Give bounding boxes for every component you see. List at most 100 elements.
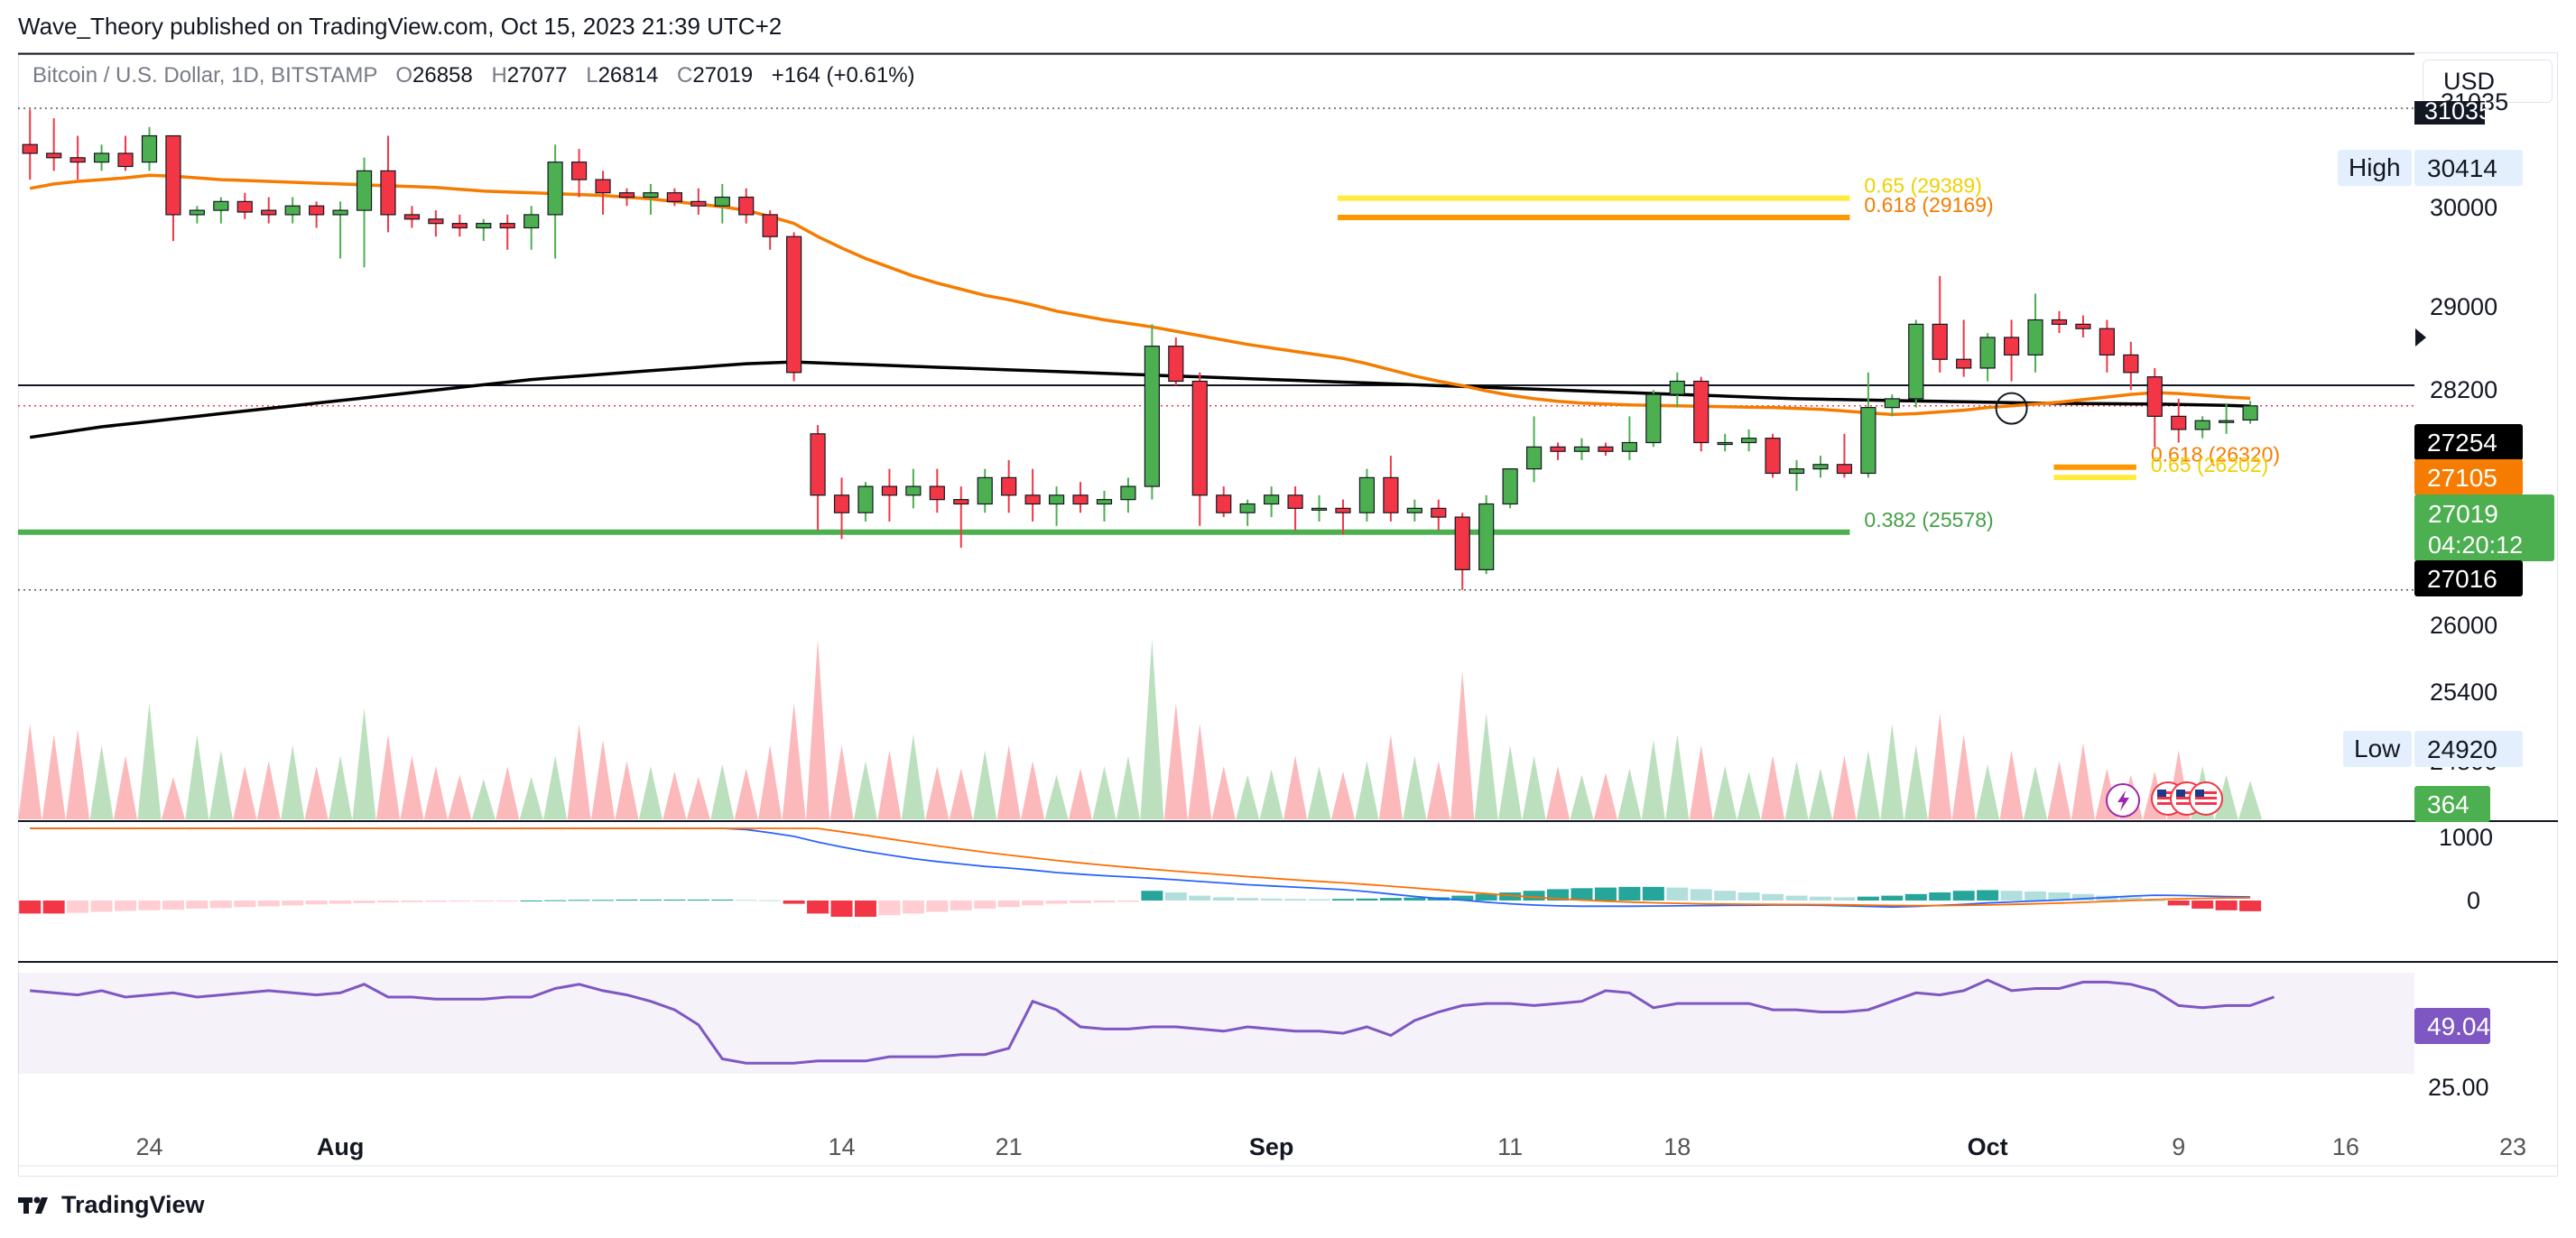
candle-body[interactable]	[1001, 476, 1017, 496]
candle-body[interactable]	[499, 223, 515, 229]
candle-body[interactable]	[953, 499, 969, 505]
candle-body[interactable]	[786, 236, 802, 374]
candle-body[interactable]	[833, 494, 850, 513]
candle-body[interactable]	[403, 214, 421, 220]
candle-body[interactable]	[547, 162, 563, 216]
candle-body[interactable]	[1191, 380, 1208, 496]
candle-body[interactable]	[1669, 380, 1685, 395]
candle-body[interactable]	[1144, 346, 1160, 487]
candle-body[interactable]	[977, 476, 993, 505]
candle-body[interactable]	[1550, 446, 1566, 452]
candle-body[interactable]	[1406, 507, 1422, 513]
candle-body[interactable]	[2027, 319, 2043, 356]
candle-body[interactable]	[666, 192, 682, 202]
candle-body[interactable]	[618, 192, 635, 199]
candle-body[interactable]	[714, 196, 730, 207]
candle-body[interactable]	[1573, 446, 1590, 452]
candle-body[interactable]	[1908, 323, 1924, 400]
candle-body[interactable]	[1860, 407, 1876, 475]
candle-body[interactable]	[1765, 438, 1781, 475]
candle-body[interactable]	[2003, 337, 2020, 356]
candle-body[interactable]	[738, 196, 755, 216]
candle-body[interactable]	[1239, 503, 1256, 513]
candle-body[interactable]	[1836, 464, 1853, 475]
candle-body[interactable]	[2075, 323, 2091, 329]
candle-body[interactable]	[261, 209, 277, 216]
candle-body[interactable]	[1287, 494, 1303, 509]
candle-body[interactable]	[1645, 393, 1662, 444]
candle-body[interactable]	[165, 134, 181, 216]
ma50-line[interactable]	[29, 173, 2251, 417]
candle-body[interactable]	[762, 214, 778, 237]
candle-body[interactable]	[1168, 346, 1184, 383]
candle-body[interactable]	[284, 205, 301, 216]
candle-body[interactable]	[1454, 516, 1470, 570]
candle-body[interactable]	[1932, 323, 1948, 360]
candle-body[interactable]	[690, 200, 707, 207]
candle-body[interactable]	[476, 223, 492, 229]
candle-body[interactable]	[1598, 446, 1614, 452]
symbol-name[interactable]: Bitcoin / U.S. Dollar, 1D, BITSTAMP	[32, 63, 378, 88]
candle-body[interactable]	[1216, 494, 1232, 513]
candle-body[interactable]	[881, 485, 898, 496]
candle-body[interactable]	[929, 485, 945, 501]
candle-body[interactable]	[356, 170, 373, 211]
candle-body[interactable]	[93, 152, 110, 163]
candle-body[interactable]	[1431, 507, 1447, 518]
candle-body[interactable]	[570, 162, 588, 180]
candle-body[interactable]	[117, 152, 134, 168]
candle-body[interactable]	[1979, 337, 1996, 369]
currency-selector[interactable]: USD	[2423, 60, 2553, 103]
candle-body[interactable]	[1621, 441, 1637, 452]
candle-body[interactable]	[1096, 499, 1113, 505]
candle-body[interactable]	[810, 433, 826, 496]
candle-body[interactable]	[1884, 398, 1900, 409]
candle-body[interactable]	[236, 200, 253, 213]
candle-body[interactable]	[1358, 476, 1376, 513]
candle-body[interactable]	[1335, 507, 1351, 513]
candle-body[interactable]	[1788, 468, 1805, 475]
candle-body[interactable]	[1024, 494, 1041, 505]
candle-body[interactable]	[213, 200, 229, 211]
candle-body[interactable]	[1311, 507, 1328, 511]
candle-body[interactable]	[1717, 441, 1733, 446]
candle-body[interactable]	[595, 179, 611, 194]
candle-body[interactable]	[1812, 464, 1829, 470]
candle-body[interactable]	[332, 209, 348, 216]
ma200-line[interactable]	[29, 360, 2251, 439]
candle-body[interactable]	[1048, 494, 1065, 505]
candle-body[interactable]	[857, 485, 874, 513]
candle-body[interactable]	[2146, 376, 2163, 417]
candle-body[interactable]	[46, 152, 62, 159]
tradingview-brand[interactable]: TradingView	[18, 1191, 205, 1219]
candle-body[interactable]	[309, 205, 325, 216]
candle-body[interactable]	[69, 157, 86, 163]
candle-body[interactable]	[1120, 485, 1136, 501]
candle-body[interactable]	[2051, 319, 2068, 325]
candle-body[interactable]	[451, 223, 468, 229]
candle-body[interactable]	[22, 143, 38, 154]
rsi-line[interactable]	[30, 978, 2275, 1065]
candle-body[interactable]	[1525, 446, 1543, 470]
candle-body[interactable]	[524, 214, 540, 229]
candle-body[interactable]	[1478, 503, 1495, 570]
candle-body[interactable]	[2242, 405, 2258, 421]
candle-body[interactable]	[2194, 420, 2210, 430]
candle-body[interactable]	[643, 192, 659, 199]
candle-body[interactable]	[189, 209, 205, 216]
candle-body[interactable]	[1383, 476, 1399, 513]
candle-body[interactable]	[1072, 494, 1089, 505]
candle-body[interactable]	[2219, 420, 2235, 423]
candle-body[interactable]	[2099, 328, 2115, 356]
scroll-right-icon[interactable]	[2415, 328, 2426, 346]
candle-body[interactable]	[1502, 468, 1518, 505]
macd-signal-line[interactable]	[30, 827, 2251, 907]
candle-body[interactable]	[1693, 380, 1710, 444]
candle-body[interactable]	[2123, 354, 2139, 374]
candle-body[interactable]	[1956, 358, 1972, 369]
chart-frame[interactable]	[18, 52, 2558, 1177]
candle-body[interactable]	[2171, 415, 2187, 430]
candle-body[interactable]	[380, 170, 396, 216]
candle-body[interactable]	[905, 485, 922, 496]
